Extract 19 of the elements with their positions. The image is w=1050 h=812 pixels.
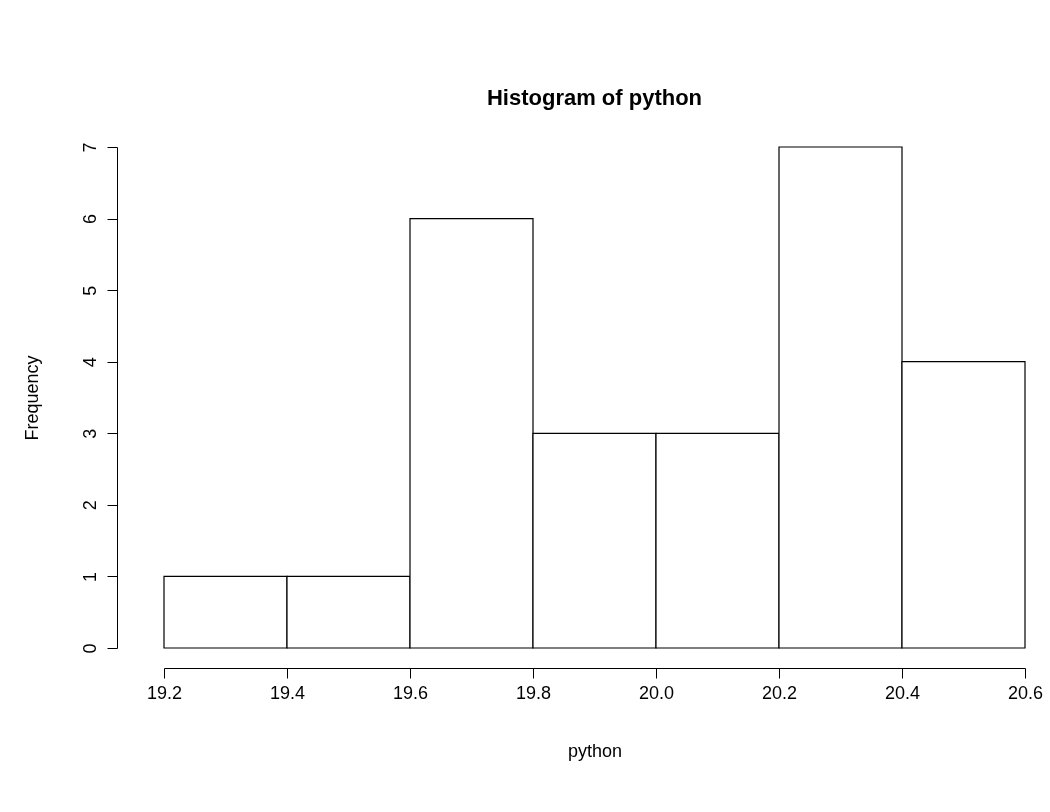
y-tick-label: 7 <box>79 142 100 153</box>
y-tick-label: 3 <box>79 428 100 439</box>
x-tick-label: 19.4 <box>269 682 306 703</box>
x-tick-label: 19.6 <box>392 682 429 703</box>
chart-title: Histogram of python <box>486 84 703 110</box>
y-axis-title: Frequency <box>21 355 42 441</box>
y-tick-label: 5 <box>79 285 100 296</box>
y-tick-label: 4 <box>79 357 100 368</box>
x-tick-label: 20.2 <box>761 682 798 703</box>
x-tick-label: 20.6 <box>1007 682 1044 703</box>
x-tick-label: 19.2 <box>146 682 183 703</box>
x-axis-title: python <box>567 740 623 761</box>
x-tick-label: 20.0 <box>638 682 675 703</box>
x-tick-label: 20.4 <box>884 682 921 703</box>
y-tick-label: 2 <box>79 500 100 511</box>
x-tick-label: 19.8 <box>515 682 552 703</box>
y-tick-label: 0 <box>79 643 100 654</box>
y-tick-label: 1 <box>79 571 100 582</box>
y-tick-label: 6 <box>79 214 100 225</box>
